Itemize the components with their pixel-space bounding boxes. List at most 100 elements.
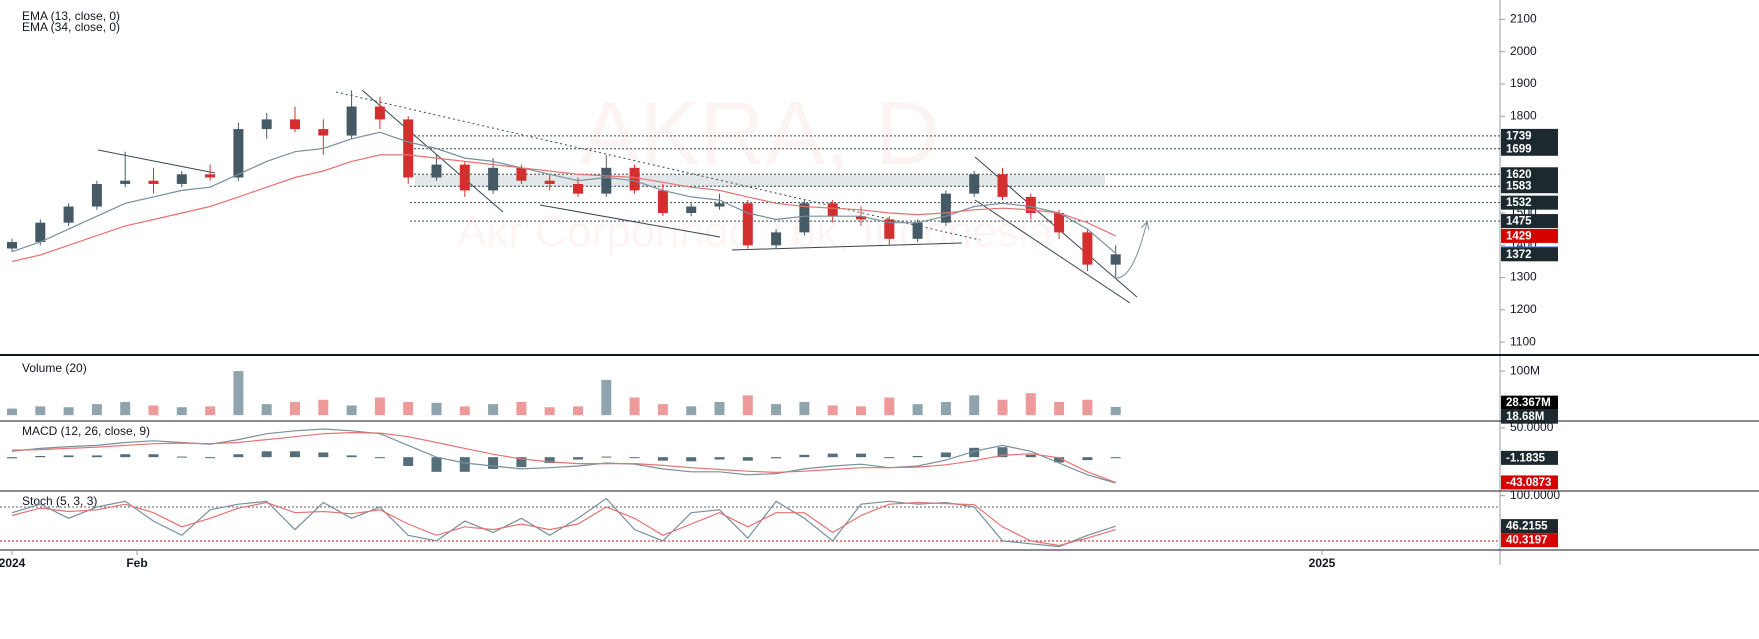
candle-body xyxy=(488,167,499,191)
price-label-text: 1620 xyxy=(1506,169,1532,181)
histogram-bar xyxy=(742,457,753,461)
histogram-bar xyxy=(629,457,640,459)
candle-body xyxy=(403,119,414,178)
candle-body xyxy=(771,232,782,246)
volume-bar xyxy=(1025,393,1036,416)
volume-bar xyxy=(544,407,555,416)
price-label: 46.2155 xyxy=(1501,519,1558,534)
price-label: 1372 xyxy=(1501,247,1558,262)
trendline xyxy=(361,89,504,213)
price-label-box xyxy=(1501,195,1558,210)
candle-body xyxy=(7,242,17,249)
candle-body xyxy=(799,203,810,233)
histogram-bar xyxy=(431,457,442,472)
x-tick-label: 2025 xyxy=(1309,556,1336,570)
legend-entry: EMA (34, close, 0) xyxy=(22,20,120,34)
volume-bar xyxy=(1054,401,1065,416)
price-label-box xyxy=(1501,167,1558,182)
candle-body xyxy=(63,206,74,223)
candle-body xyxy=(686,206,697,213)
histogram-bar xyxy=(1110,457,1121,459)
volume-bar xyxy=(91,404,102,416)
histogram-bar xyxy=(91,455,102,458)
price-label: 18.68M xyxy=(1501,409,1558,424)
volume-bar xyxy=(120,401,131,416)
volume-bar xyxy=(148,405,159,416)
histogram-bar xyxy=(1054,457,1065,463)
price-label-text: 1699 xyxy=(1506,143,1532,155)
price-label-box xyxy=(1501,533,1558,548)
price-label-box xyxy=(1501,450,1558,465)
histogram-bar xyxy=(912,456,923,458)
histogram-bar xyxy=(488,457,499,469)
price-label-box xyxy=(1501,141,1558,156)
candle-body xyxy=(120,180,131,184)
candle-body xyxy=(459,164,470,191)
volume-bar xyxy=(261,404,272,416)
histogram-bar xyxy=(176,456,187,458)
volume-bar xyxy=(742,395,753,416)
y-tick-label: 100M xyxy=(1510,363,1540,377)
candle-body xyxy=(318,129,329,136)
price-label-text: 18.68M xyxy=(1506,411,1544,423)
candle-body xyxy=(629,167,640,191)
watermark: AKRA, D xyxy=(580,84,940,184)
histogram-bar xyxy=(374,457,385,459)
histogram-bar xyxy=(856,453,866,458)
volume-bar xyxy=(827,405,838,416)
histogram-bar xyxy=(544,457,555,464)
volume-bar xyxy=(205,406,216,416)
histogram-bar xyxy=(516,457,527,468)
y-tick-label: 2100 xyxy=(1510,12,1537,26)
price-label-box xyxy=(1501,519,1558,534)
ema-line xyxy=(11,131,1117,254)
candle-body xyxy=(657,190,668,213)
candle-body xyxy=(431,164,442,178)
histogram-bar xyxy=(657,457,668,461)
price-label-text: -1.1835 xyxy=(1506,452,1546,464)
candle-body xyxy=(233,129,244,178)
candle-body xyxy=(856,216,866,220)
candle-body xyxy=(884,219,895,239)
price-label-box xyxy=(1501,228,1558,243)
price-label-text: 1475 xyxy=(1506,216,1532,228)
volume-bar xyxy=(884,397,895,416)
volume-bar xyxy=(233,371,244,416)
histogram-bar xyxy=(827,453,838,458)
price-label-text: 46.2155 xyxy=(1506,521,1548,533)
price-label: 1429 xyxy=(1501,228,1558,243)
candle-body xyxy=(516,167,527,181)
volume-bar xyxy=(374,397,385,416)
volume-bar xyxy=(714,401,725,416)
legend-entry: EMA (13, close, 0) xyxy=(22,9,120,23)
price-label-box xyxy=(1501,247,1558,262)
volume-bar xyxy=(516,401,527,416)
price-label-text: 1372 xyxy=(1506,249,1532,261)
volume-bar xyxy=(318,399,329,416)
indicator-line xyxy=(11,431,1116,483)
histogram-bar xyxy=(601,456,612,458)
candle-body xyxy=(1082,232,1093,265)
candle-body xyxy=(912,222,923,239)
volume-bar xyxy=(488,404,499,416)
volume-bar xyxy=(686,406,697,416)
histogram-bar xyxy=(261,451,272,458)
volume-bar xyxy=(912,404,923,416)
volume-bar xyxy=(1082,399,1093,416)
panel-title: Volume (20) xyxy=(22,361,87,375)
price-label-box xyxy=(1501,475,1558,490)
price-label: 1532 xyxy=(1501,195,1558,210)
volume-bar xyxy=(940,401,951,416)
volume-bar xyxy=(176,407,187,416)
histogram-bar xyxy=(205,457,216,459)
watermark-subtitle: Akr Corporindo Tbk, Indonesia xyxy=(457,208,1053,257)
price-label-text: 1532 xyxy=(1506,197,1532,209)
histogram-bar xyxy=(403,457,414,466)
arrow xyxy=(1114,221,1148,279)
histogram-bar xyxy=(7,457,17,459)
candle-body xyxy=(827,203,838,217)
histogram-bar xyxy=(771,457,782,459)
price-label: 1620 xyxy=(1501,167,1558,182)
